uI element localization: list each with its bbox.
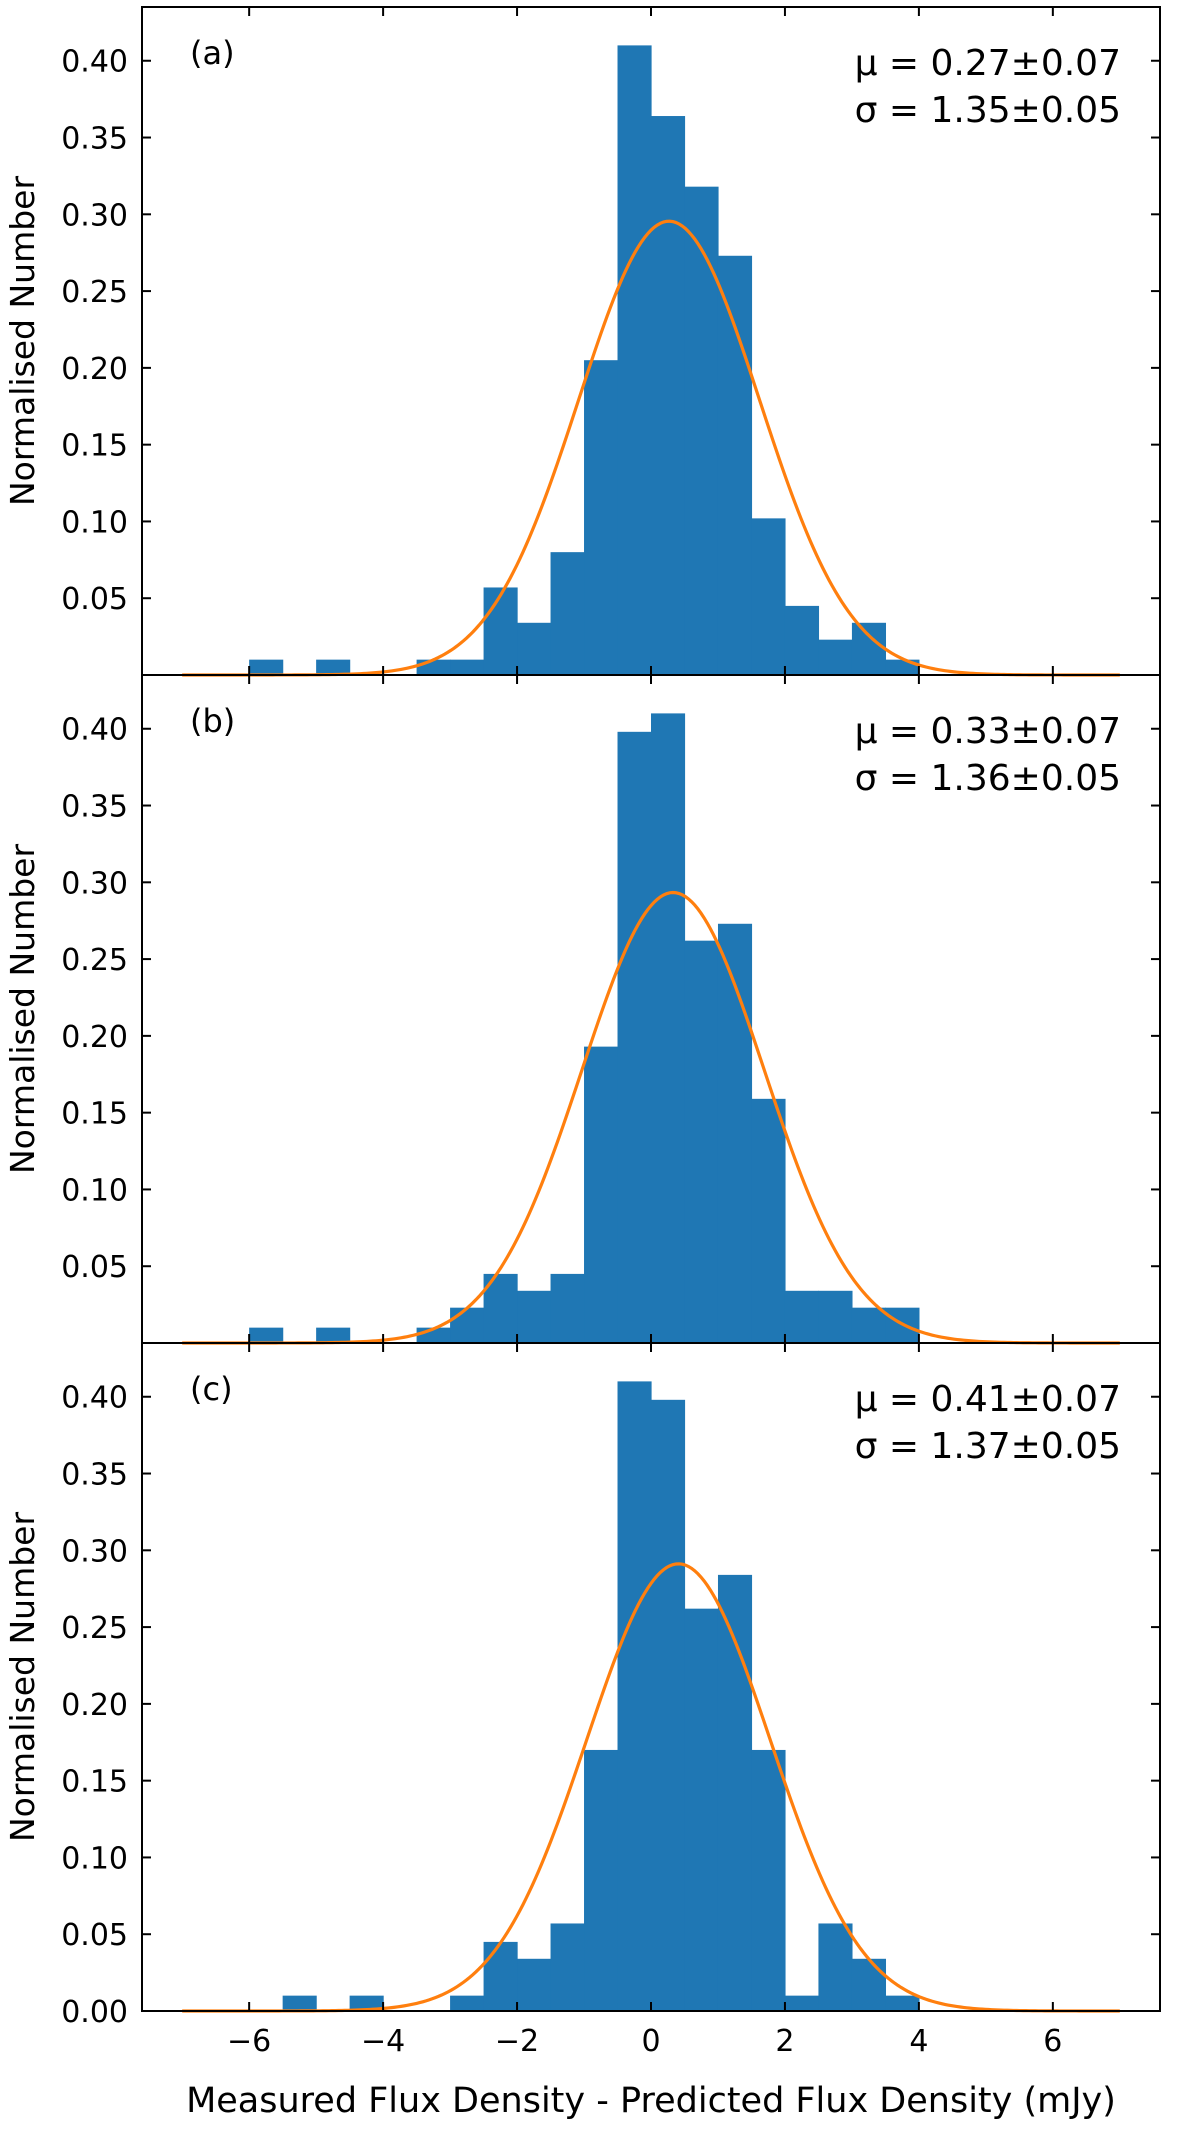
histogram-bar [684,940,719,1343]
histogram-bar [584,360,619,675]
histogram-bar [784,605,820,675]
histogram-bar [517,622,552,675]
y-axis-label: Normalised Number [3,1512,42,1842]
histogram-bar [751,1749,786,2011]
panel-label: (b) [190,702,235,740]
y-tick-label: 0.10 [61,1173,128,1208]
histogram-bar [818,1923,853,2011]
histogram-bar [450,1307,485,1343]
histogram-bar [651,713,686,1343]
y-tick-label: 0.30 [61,866,128,901]
histogram-bar [684,1608,719,2011]
x-tick-label: −4 [361,2024,405,2059]
histogram-bar [717,923,753,1343]
histogram-bar [316,1327,351,1343]
x-tick-label: 2 [775,2024,794,2059]
histogram-bar [818,1290,853,1343]
histogram-bar [584,1749,619,2011]
x-axis-label: Measured Flux Density - Predicted Flux D… [186,2081,1116,2121]
x-tick-label: −2 [495,2024,539,2059]
histogram-bar [617,731,652,1343]
histogram-bar [550,1273,585,1343]
histogram-bar [450,1995,485,2011]
stat-mu: μ = 0.27±0.07 [855,43,1121,84]
histogram-bar [249,1327,284,1343]
y-tick-label: 0.05 [61,1918,128,1953]
histogram-bar [851,1307,887,1343]
histogram-bar [684,186,719,676]
y-tick-label: 0.05 [61,582,128,617]
y-axis-label: Normalised Number [3,176,42,506]
histogram-bar [483,587,518,675]
y-tick-label: 0.15 [61,1097,128,1132]
panel-c: 0.00 0.05 0.10 0.15 0.20 0.25 0.30 0.35 0.40 −6 −4… [3,1342,1161,2059]
panel-b: 0.05 0.10 0.15 0.20 0.25 0.30 0.35 0.40 Normalis… [3,674,1161,1345]
y-tick-label: 0.35 [61,122,128,157]
y-tick-label: 0.30 [61,1534,128,1569]
y-tick-label: 0.15 [61,1765,128,1800]
stat-sigma: σ = 1.36±0.05 [855,758,1121,799]
y-tick-label: 0.30 [61,198,128,233]
x-tick-label: −6 [227,2024,271,2059]
y-tick-label: 0.00 [61,1995,128,2030]
y-axis-label: Normalised Number [3,844,42,1174]
histogram-bar [651,1399,686,2011]
histogram-bar [784,1995,820,2011]
histogram-bar [316,659,351,675]
y-tick-label: 0.40 [61,45,128,80]
histogram-bar [751,1098,786,1343]
y-tick-label: 0.10 [61,1841,128,1876]
histogram-bar [483,1941,518,2011]
y-tick-label: 0.20 [61,352,128,387]
histogram-bar [550,1923,585,2011]
histogram-bar [717,1574,753,2011]
histogram-bar [550,552,585,675]
y-tick-label: 0.35 [61,790,128,825]
y-tick-label: 0.15 [61,429,128,464]
histogram-bar [751,518,786,675]
y-tick-label: 0.20 [61,1020,128,1055]
histogram-bar [651,116,686,675]
histogram-bar [416,659,451,675]
x-tick-label: 6 [1043,2024,1062,2059]
histogram-bar [517,1958,552,2011]
histogram-bar [717,255,753,676]
histogram-bar [617,1381,652,2011]
y-tick-label: 0.25 [61,1611,128,1646]
stat-sigma: σ = 1.37±0.05 [855,1426,1121,1467]
y-tick-label: 0.25 [61,275,128,310]
y-tick-label: 0.40 [61,713,128,748]
x-tick-label: 4 [909,2024,928,2059]
y-tick-label: 0.05 [61,1250,128,1285]
x-tick-label: 0 [641,2024,660,2059]
panel-a: 0.05 0.10 0.15 0.20 0.25 0.30 0.35 0.40 Normalis… [3,6,1161,677]
histogram-bar [818,639,853,675]
histogram-bar [851,1958,887,2011]
stat-sigma: σ = 1.35±0.05 [855,90,1121,131]
y-tick-label: 0.35 [61,1458,128,1493]
histogram-bar [282,1995,317,2011]
histogram-bar [517,1290,552,1343]
histogram-bar [617,45,652,675]
y-tick-label: 0.40 [61,1381,128,1416]
y-tick-label: 0.20 [61,1688,128,1723]
stat-mu: μ = 0.41±0.07 [855,1379,1121,1420]
histogram-bar [885,1995,920,2011]
histogram-bar [349,1995,384,2011]
histogram-bar [450,659,485,675]
histogram-bar [851,622,887,675]
panel-label: (a) [190,34,235,72]
stat-mu: μ = 0.33±0.07 [855,711,1121,752]
histogram-bar [784,1290,820,1343]
y-tick-label: 0.10 [61,505,128,540]
histogram-bar [584,1046,619,1343]
y-tick-label: 0.25 [61,943,128,978]
histogram-bar [249,659,284,675]
panel-label: (c) [190,1370,233,1408]
